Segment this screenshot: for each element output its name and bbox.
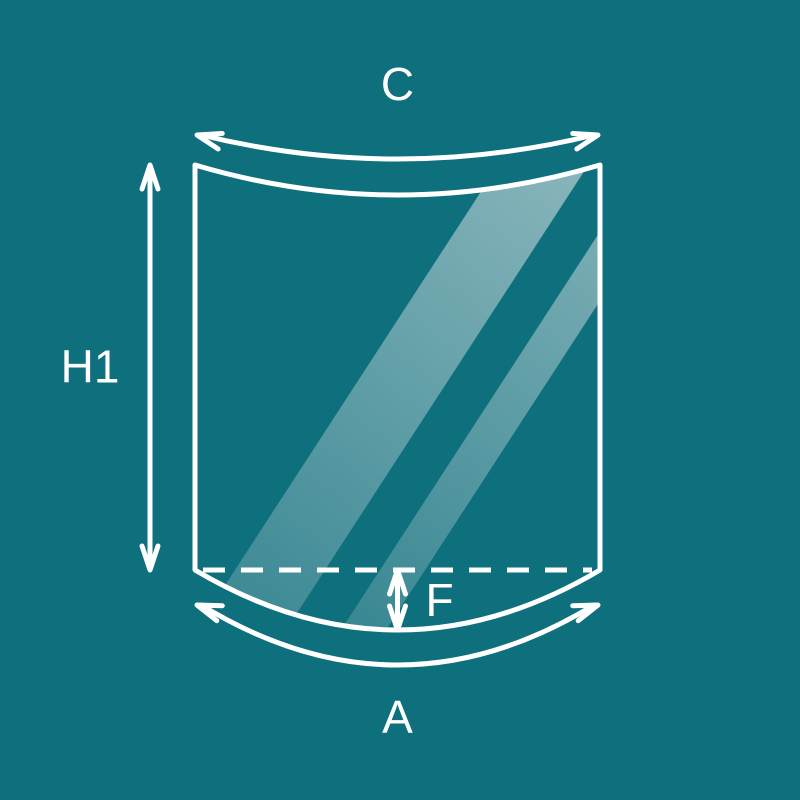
label-h1: H1 — [61, 341, 120, 393]
label-f: F — [426, 574, 454, 626]
glass-diagram-svg: C H1 F A — [0, 0, 800, 800]
label-a: A — [382, 691, 413, 743]
diagram-container: C H1 F A — [0, 0, 800, 800]
label-c: C — [381, 58, 414, 110]
